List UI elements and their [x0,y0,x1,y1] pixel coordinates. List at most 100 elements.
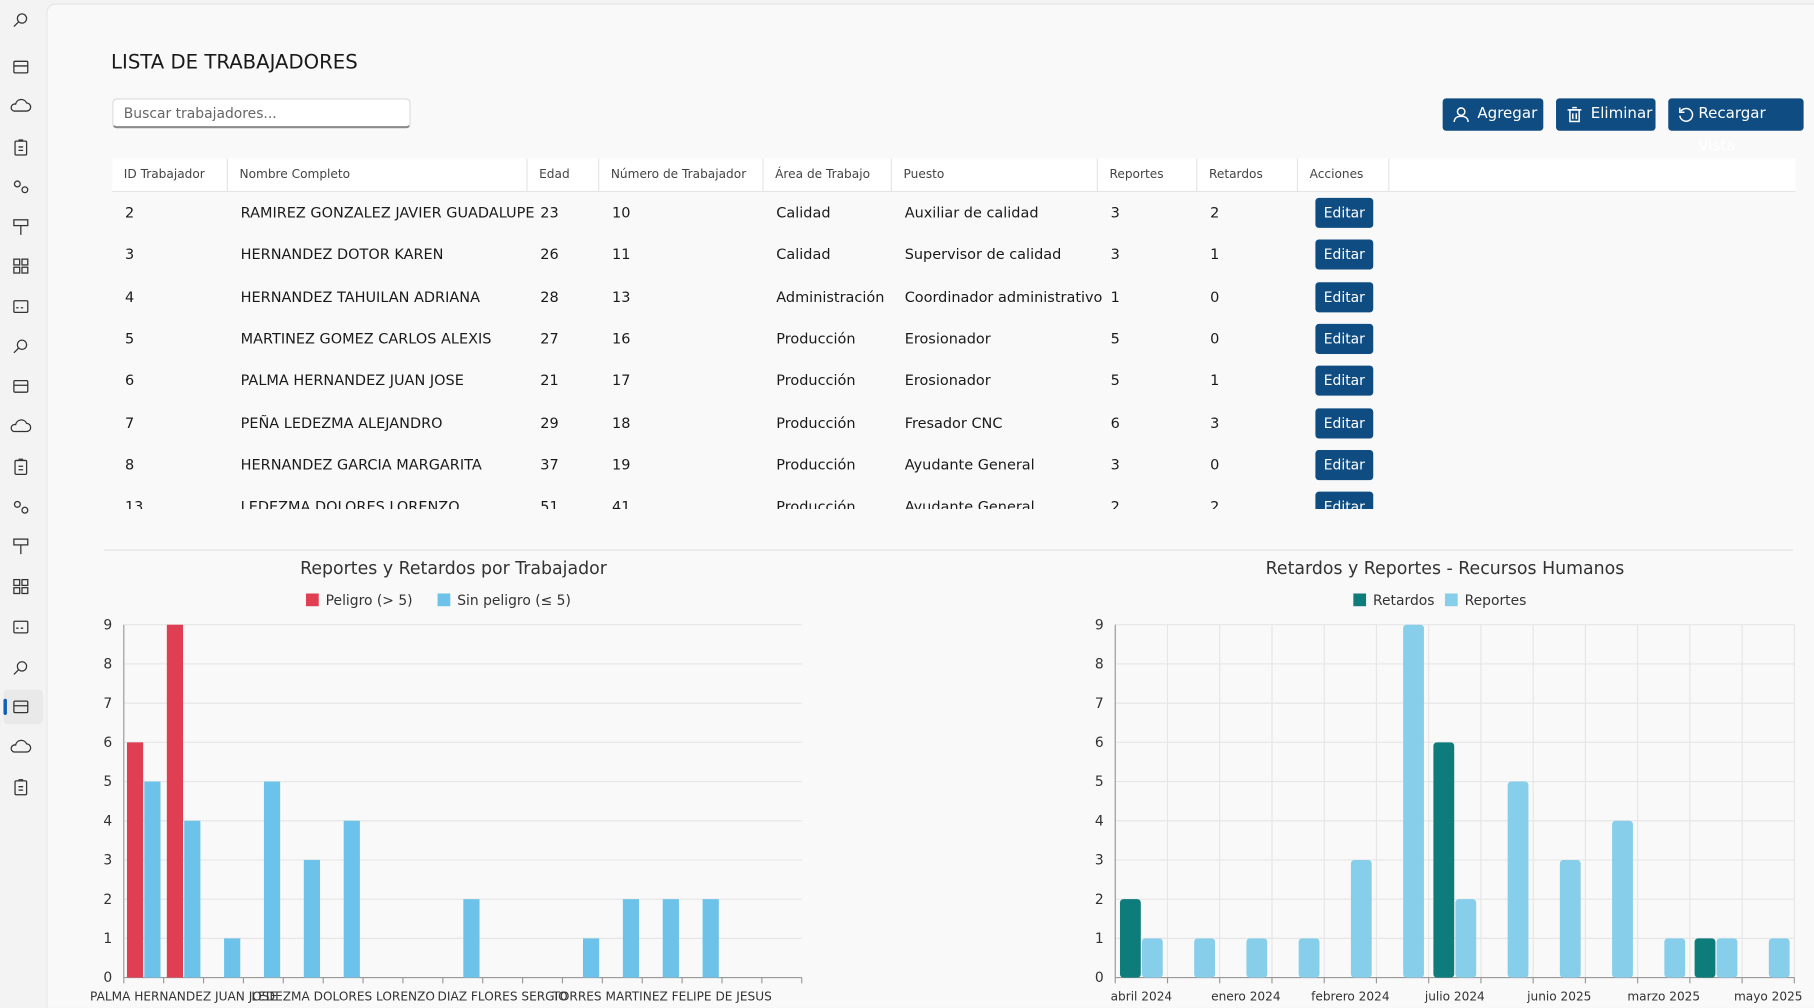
button-label: Agregar [1477,105,1538,123]
table-cell: 21 [540,371,559,389]
bar [1194,938,1216,978]
table-cell: 0 [1210,287,1220,305]
table-cell: HERNANDEZ TAHUILAN ADRIANA [240,287,480,305]
edit-button[interactable]: Editar [1315,281,1374,312]
nav-indicator [3,698,7,715]
icon-shape [13,300,29,313]
x-tick-label: DIAZ FLORES SERGIO [438,990,568,1004]
column-header: Acciones [1298,158,1390,191]
icon-shape [21,587,29,595]
x-tick-label: marzo 2025 [1627,990,1700,1004]
bar [1141,938,1163,978]
table-cell: Auxiliar de calidad [904,203,1039,221]
nav-icon[interactable] [13,300,29,313]
chart-title: Reportes y Retardos por Trabajador [300,559,608,579]
x-tick-label: TORRES MARTINEZ FELIPE DE JESUS [551,990,772,1004]
bar [224,938,241,978]
x-tick-label: junio 2025 [1526,990,1591,1004]
nav-icon[interactable] [13,578,29,595]
table-cell: 11 [612,245,631,263]
nav-icon[interactable] [13,258,29,274]
table-cell: Ayudante General [904,455,1035,473]
column-header: Área de Trabajo [764,158,892,191]
edit-button[interactable]: Editar [1315,407,1374,438]
nav-icon[interactable] [13,661,28,675]
nav-icon[interactable] [13,379,29,393]
x-tick-label: febrero 2024 [1311,990,1390,1004]
icon-shape [13,180,21,188]
edit-button[interactable]: Editar [1315,365,1374,396]
nav-icon[interactable] [14,779,28,796]
icon [1567,106,1582,123]
edit-button[interactable]: Editar [1315,239,1374,270]
edit-button[interactable]: Editar [1315,197,1374,228]
icon-shape [16,339,28,351]
legend-label: Retardos [1373,593,1434,609]
nav-icon[interactable] [13,620,29,634]
table-cell: 23 [540,203,559,221]
nav-icon[interactable] [10,419,32,433]
nav-icon[interactable] [13,500,29,514]
table-cell: 13 [612,287,631,305]
table-cell: 27 [540,329,559,347]
bar [1664,938,1686,978]
icon-shape [13,258,21,266]
bar [166,624,184,978]
table-cell: 2 [1210,497,1220,510]
chart-title: Retardos y Reportes - Recursos Humanos [1266,559,1625,579]
y-tick-label: 8 [1095,657,1104,673]
y-tick-label: 3 [103,853,112,869]
nav-icon[interactable] [13,180,29,194]
edit-button[interactable]: Editar [1315,449,1374,480]
edit-button[interactable]: Editar [1315,323,1374,354]
column-header: Nombre Completo [228,158,528,191]
bar [1694,938,1716,978]
table-cell: Producción [776,371,856,389]
icon-shape [16,13,28,24]
icon-shape [21,258,29,266]
page-title: LISTA DE TRABAJADORES [111,50,358,75]
bar [463,899,480,978]
reload-button[interactable]: Recargar Vista [1668,98,1804,155]
delete-button[interactable]: Eliminar [1556,98,1656,131]
icon-shape [13,21,19,28]
table-cell: Calidad [776,245,831,263]
table-cell: Fresador CNC [904,413,1003,431]
table-cell: Calidad [776,203,831,221]
table-cell: 3 [1210,413,1220,431]
nav-icon[interactable] [13,700,29,714]
nav-icon[interactable] [13,13,28,28]
nav-icon[interactable] [13,339,28,354]
table-cell: 3 [1110,245,1120,263]
nav-icon[interactable] [13,538,29,555]
x-tick-label: julio 2024 [1424,990,1485,1004]
icon-shape [10,739,32,753]
table-cell: 13 [124,497,144,510]
table-cell: 1 [1210,371,1220,389]
icon-shape [18,779,24,791]
table-cell: 26 [540,245,559,263]
nav-icon[interactable] [10,739,32,753]
y-tick-label: 8 [103,657,112,673]
nav-icon[interactable] [13,60,29,74]
legend-label: Peligro (> 5) [326,593,413,609]
nav-icon[interactable] [13,219,29,235]
icon [1679,107,1694,122]
icon-shape [21,186,29,194]
table-cell: 4 [124,287,135,305]
nav-icon[interactable] [14,139,28,156]
edit-button[interactable]: Editar [1315,491,1374,510]
table-header: ID Trabajador Nombre Completo Edad Número d… [112,158,1796,193]
y-tick-label: 0 [103,970,112,986]
column-header: Número de Trabajador [599,158,764,191]
table-cell: Erosionador [904,329,991,347]
nav-icon[interactable] [10,98,32,112]
search-box[interactable]: Buscar trabajadores... [112,98,411,129]
nav-icon[interactable] [14,458,28,475]
y-tick-label: 6 [103,735,112,751]
y-tick-label: 7 [1095,696,1104,712]
add-button[interactable]: Agregar [1442,98,1544,131]
table-cell: 37 [540,455,559,473]
icon-shape [14,459,28,475]
table-cell: 5 [124,329,135,347]
